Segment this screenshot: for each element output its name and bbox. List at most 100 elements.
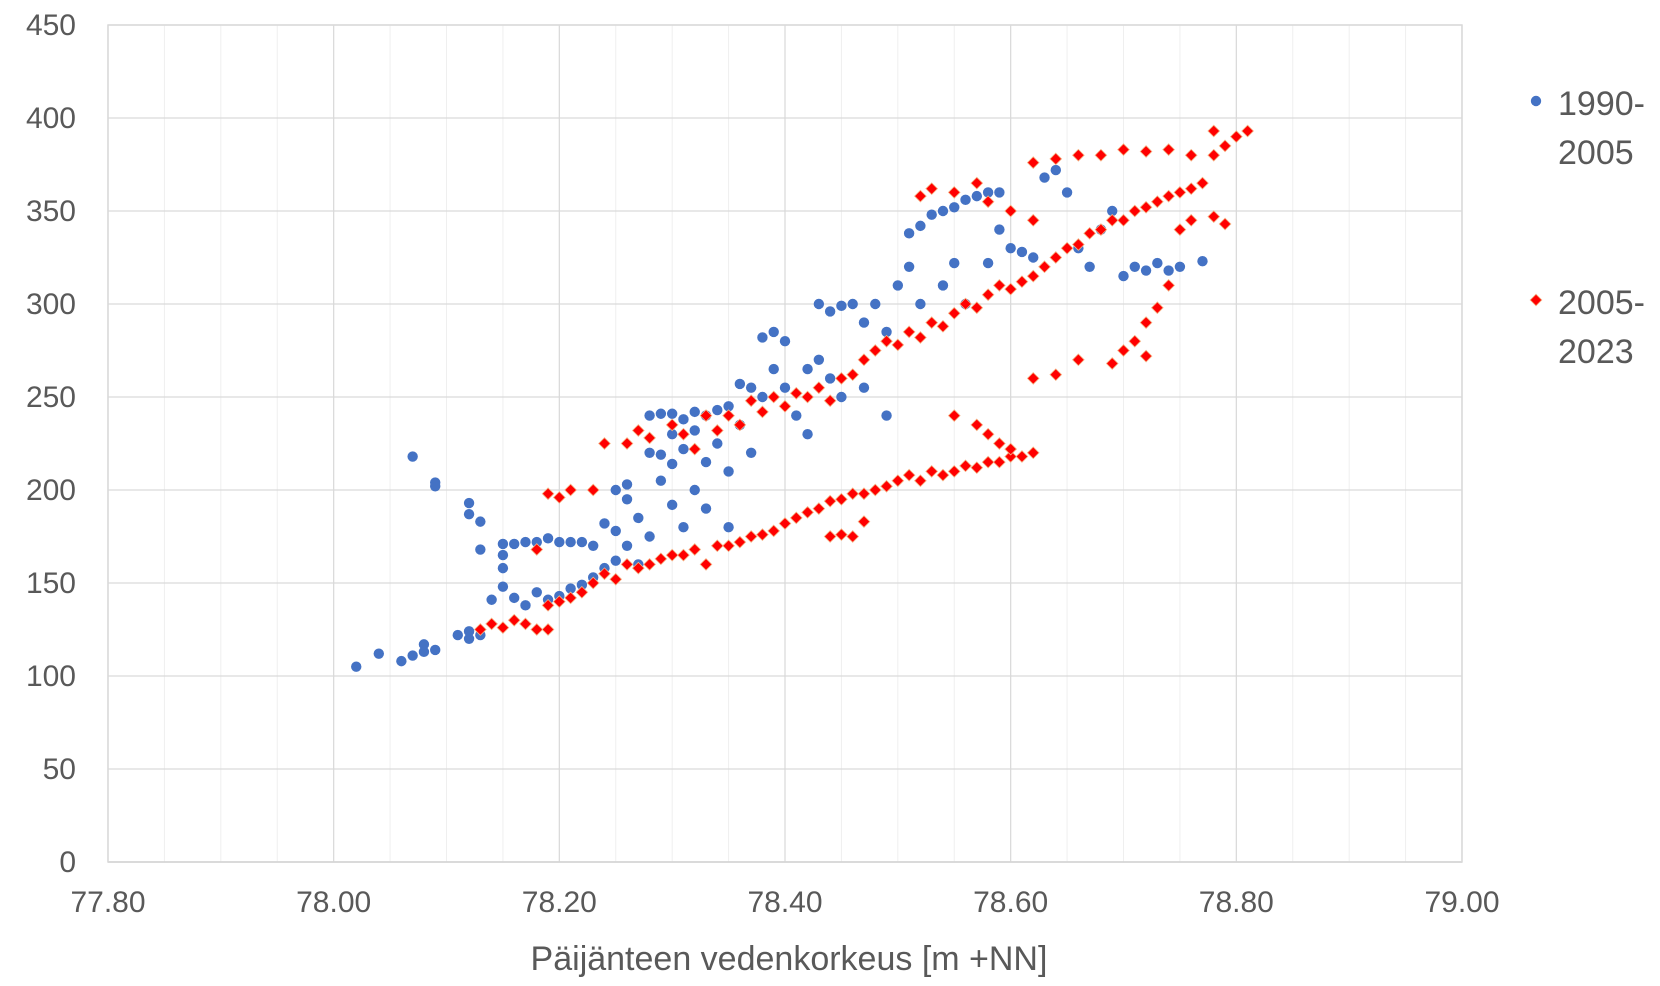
data-point [993, 279, 1006, 292]
data-point [643, 431, 656, 445]
data-point [1197, 256, 1208, 267]
data-point [699, 558, 713, 571]
data-point [463, 626, 475, 637]
data-point [791, 410, 802, 421]
data-point [813, 354, 825, 365]
data-point [677, 548, 690, 562]
data-point [947, 306, 961, 320]
data-point [1004, 450, 1018, 463]
data-point [1162, 143, 1175, 156]
data-point [1038, 260, 1051, 274]
legend-label: 2005- [1558, 284, 1645, 322]
data-point [1049, 152, 1063, 166]
data-point [407, 650, 418, 661]
legend: 1990- 2005 2005- 2023 [1529, 85, 1645, 371]
data-point [644, 531, 655, 542]
data-point [598, 567, 611, 581]
data-point [575, 585, 589, 599]
data-point [947, 465, 961, 478]
data-point [881, 326, 892, 338]
data-point [418, 646, 430, 658]
data-point [1072, 353, 1085, 367]
data-point [936, 319, 950, 333]
data-point [1207, 124, 1221, 138]
data-point [699, 409, 713, 422]
data-point [666, 458, 678, 470]
data-point [520, 600, 531, 611]
data-point [802, 363, 813, 375]
data-point [1139, 200, 1153, 214]
data-point [835, 372, 848, 385]
data-point [925, 316, 939, 329]
data-point [1061, 187, 1073, 198]
data-point [789, 386, 803, 400]
data-point [688, 543, 702, 556]
data-point [892, 280, 904, 291]
data-point [925, 465, 939, 478]
data-point [970, 418, 984, 432]
data-point [1229, 130, 1243, 143]
data-point [756, 528, 769, 542]
data-point [1241, 124, 1254, 138]
data-point [847, 298, 858, 310]
data-point [576, 536, 588, 548]
data-point [700, 456, 712, 468]
data-point [530, 623, 544, 636]
data-point [1026, 446, 1040, 460]
data-point [1152, 257, 1163, 269]
y-tick-label: 150 [26, 567, 76, 600]
data-point [789, 511, 803, 525]
data-point [430, 644, 441, 656]
data-point [1128, 334, 1142, 348]
data-point [1084, 261, 1095, 272]
data-point [925, 182, 939, 196]
data-point [824, 306, 836, 317]
data-point [678, 443, 689, 455]
data-point [475, 544, 486, 555]
data-point [655, 475, 667, 486]
data-point [1139, 349, 1153, 363]
data-point [531, 536, 542, 548]
data-point [1049, 251, 1063, 264]
data-point [723, 401, 734, 412]
data-point [565, 536, 576, 548]
data-point [418, 639, 430, 650]
data-point [779, 336, 791, 347]
data-point [949, 202, 960, 213]
data-point [1039, 172, 1050, 183]
data-point [1139, 316, 1153, 329]
data-point [633, 512, 644, 524]
data-point [982, 187, 994, 198]
x-tick-label: 78.80 [1199, 886, 1274, 919]
x-tick-label: 78.40 [747, 886, 822, 919]
data-point [970, 176, 984, 190]
data-point [621, 540, 633, 551]
data-point [541, 598, 555, 612]
x-tick-label: 79.00 [1424, 886, 1499, 919]
data-point [1026, 213, 1040, 227]
data-point [1049, 368, 1063, 382]
legend-marker [1529, 293, 1543, 307]
data-point [542, 533, 554, 544]
data-point [1083, 226, 1097, 240]
series-1-points [351, 164, 1208, 672]
data-point [1162, 189, 1175, 203]
data-point [712, 438, 723, 449]
data-point [1174, 261, 1186, 272]
data-point [1207, 148, 1221, 162]
data-point [835, 492, 848, 506]
data-point [1016, 246, 1028, 258]
data-point [520, 536, 531, 548]
data-point [757, 391, 768, 403]
data-point [926, 209, 937, 220]
data-point [722, 539, 735, 553]
data-point [700, 503, 712, 514]
x-tick-label: 78.20 [522, 886, 597, 919]
data-point [1094, 223, 1108, 236]
data-point [689, 406, 700, 418]
data-point [768, 363, 779, 375]
data-point [631, 424, 645, 437]
data-point [1118, 270, 1129, 282]
data-point [823, 530, 837, 543]
